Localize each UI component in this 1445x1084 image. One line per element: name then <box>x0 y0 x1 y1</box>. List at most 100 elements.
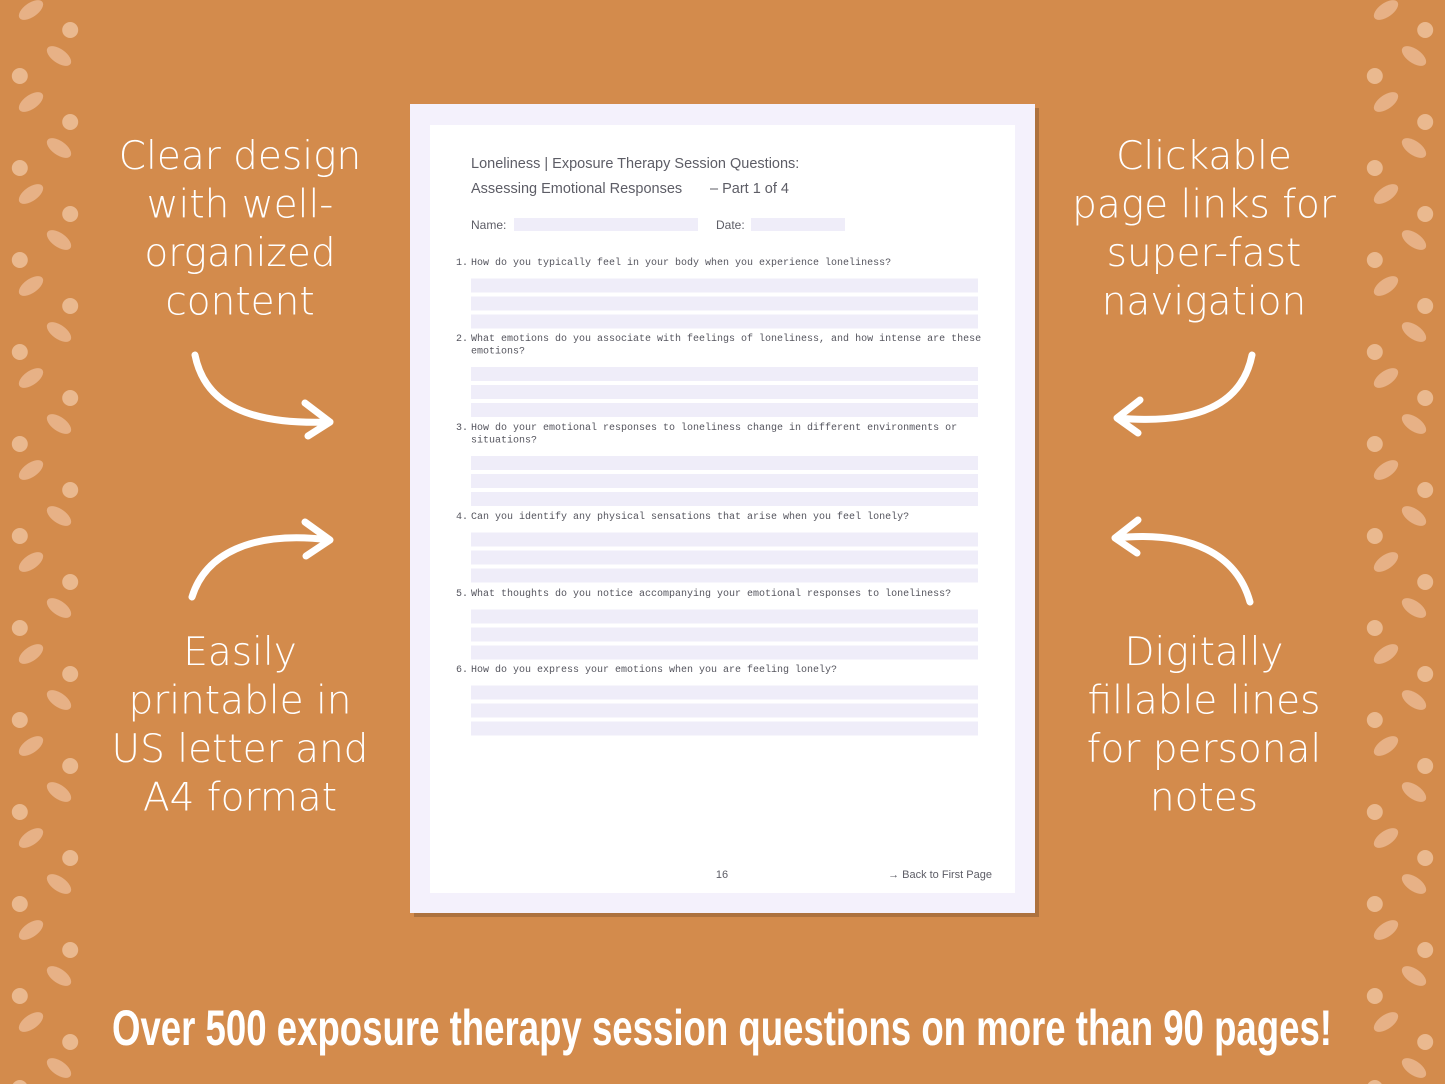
answer-line[interactable] <box>471 385 978 399</box>
feature-text: super-fast <box>1107 231 1302 276</box>
flower <box>62 666 79 682</box>
leaf <box>18 736 44 756</box>
flower <box>1417 574 1434 590</box>
flower <box>11 436 28 452</box>
leaf <box>1373 1012 1399 1032</box>
flower <box>1366 896 1383 912</box>
answer-line[interactable] <box>471 609 978 624</box>
flower <box>1417 666 1434 682</box>
feature-text: Digitally <box>1124 630 1283 675</box>
answer-line[interactable] <box>471 474 978 488</box>
leaf <box>1401 966 1427 986</box>
feature-text: for personal <box>1087 727 1321 772</box>
question-text: Can you identify any physical sensations… <box>471 511 909 523</box>
answer-line[interactable] <box>471 492 978 506</box>
answer-line[interactable] <box>471 703 978 718</box>
doc-part: – Part 1 of 4 <box>710 181 789 197</box>
document-inner <box>430 125 1015 893</box>
leaf <box>1373 736 1399 756</box>
question-number: 4. <box>456 512 468 523</box>
leaf <box>18 920 44 940</box>
question-text: situations? <box>471 435 537 447</box>
flower <box>11 344 28 360</box>
flower <box>62 22 79 38</box>
flower <box>1417 850 1434 866</box>
leaf <box>1401 598 1427 618</box>
flower <box>11 620 28 636</box>
answer-line[interactable] <box>471 568 978 583</box>
flower <box>1366 620 1383 636</box>
leaf <box>1401 230 1427 250</box>
leaf <box>18 0 44 20</box>
leaf <box>18 184 44 204</box>
leaf <box>1401 874 1427 894</box>
flower <box>1366 160 1383 176</box>
answer-line[interactable] <box>471 367 978 381</box>
leaf <box>18 92 44 112</box>
answer-line[interactable] <box>471 403 978 417</box>
leaf <box>1401 690 1427 710</box>
leaf <box>46 1058 72 1078</box>
flower <box>11 160 28 176</box>
question-text: What thoughts do you notice accompanying… <box>471 588 951 600</box>
question-number: 5. <box>456 589 468 600</box>
answer-line[interactable] <box>471 721 978 736</box>
leaf <box>1373 552 1399 572</box>
leaf <box>1373 0 1399 20</box>
leaf <box>46 966 72 986</box>
flower <box>1417 1034 1434 1050</box>
answer-line[interactable] <box>471 278 978 293</box>
leaf <box>46 690 72 710</box>
leaf <box>1401 506 1427 526</box>
arrow <box>191 351 334 440</box>
leaf <box>18 1012 44 1032</box>
name-field[interactable] <box>514 218 698 231</box>
question-text: How do your emotional responses to lonel… <box>471 422 957 434</box>
question-number: 3. <box>456 423 468 434</box>
leaf <box>18 644 44 664</box>
feature-text: fillable lines <box>1088 679 1321 724</box>
feature-text: notes <box>1150 776 1258 821</box>
feature-text: A4 format <box>143 776 337 821</box>
answer-line[interactable] <box>471 296 978 311</box>
flower <box>62 114 79 130</box>
leaf <box>1373 184 1399 204</box>
leaf <box>18 368 44 388</box>
flower <box>1366 712 1383 728</box>
doc-subtitle: Assessing Emotional Responses <box>471 181 682 197</box>
back-link[interactable]: → Back to First Page <box>888 869 992 881</box>
flower <box>62 850 79 866</box>
leaf <box>1373 460 1399 480</box>
leaf <box>1401 414 1427 434</box>
answer-line[interactable] <box>471 314 978 329</box>
answer-line[interactable] <box>471 532 978 547</box>
feature-text: printable in <box>128 679 351 724</box>
flower <box>1417 390 1434 406</box>
feature-text: page links for <box>1072 183 1336 228</box>
date-field[interactable] <box>751 218 845 231</box>
feature-text: navigation <box>1102 280 1307 325</box>
feature-text: Easily <box>183 630 297 675</box>
flower <box>1366 436 1383 452</box>
answer-line[interactable] <box>471 456 978 470</box>
answer-line[interactable] <box>471 685 978 700</box>
answer-line[interactable] <box>471 550 978 565</box>
flower <box>1417 298 1434 314</box>
leaf <box>46 322 72 342</box>
flower <box>1417 758 1434 774</box>
leaf <box>1373 92 1399 112</box>
flower <box>1417 482 1434 498</box>
leaf <box>1373 644 1399 664</box>
date-label: Date: <box>716 218 745 232</box>
flower <box>62 206 79 222</box>
flower <box>1366 68 1383 84</box>
flower <box>11 252 28 268</box>
answer-line[interactable] <box>471 627 978 642</box>
flower <box>11 528 28 544</box>
floral-border <box>11 0 1434 1084</box>
feature-text: Clear design <box>119 134 361 179</box>
answer-line[interactable] <box>471 645 978 660</box>
arrow <box>1113 351 1256 437</box>
